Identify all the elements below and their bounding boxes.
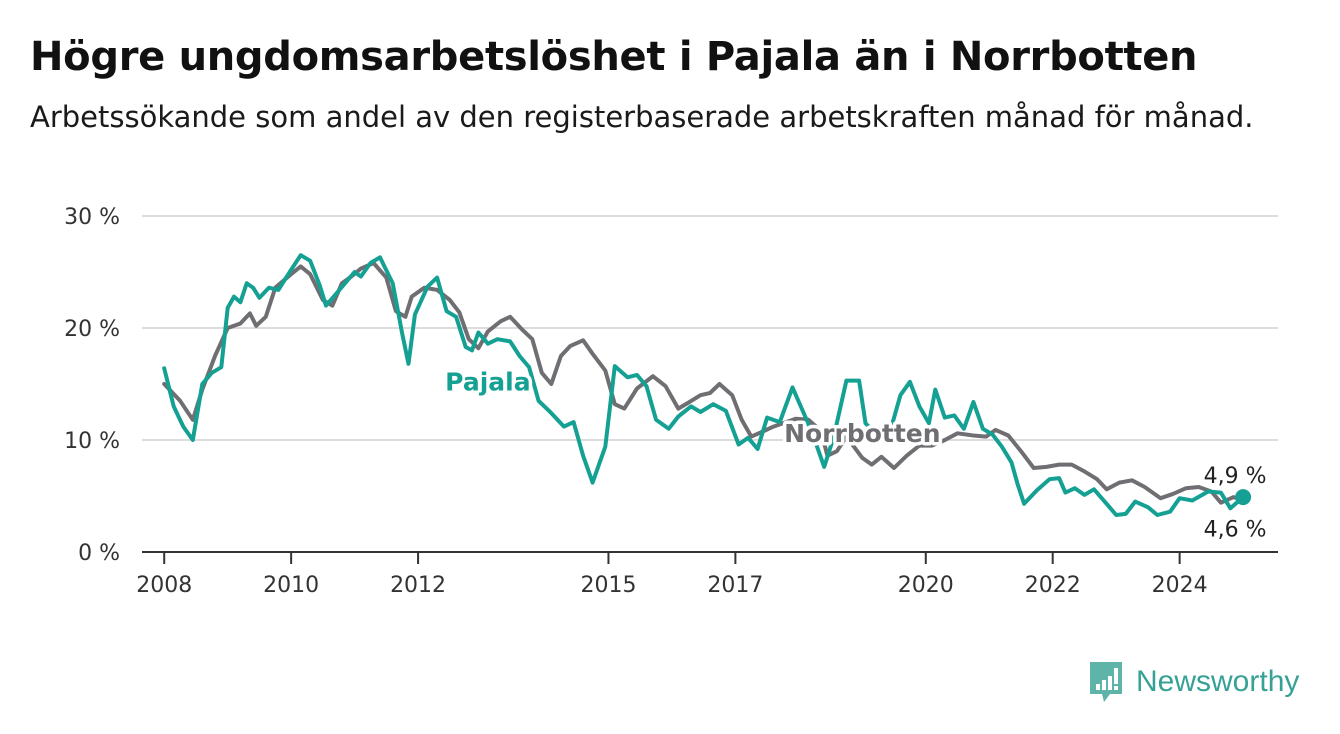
x-tick-label: 2022 bbox=[1025, 573, 1081, 598]
x-tick-label: 2017 bbox=[707, 573, 763, 598]
y-tick-label: 30 % bbox=[64, 205, 120, 230]
series-label-norrbotten: Norrbotten bbox=[784, 419, 940, 448]
end-point-pajala bbox=[1235, 489, 1252, 506]
y-tick-label: 0 % bbox=[78, 541, 120, 566]
y-tick-label: 20 % bbox=[64, 317, 120, 342]
chart-title: Högre ungdomsarbetslöshet i Pajala än i … bbox=[30, 34, 1198, 80]
brand-logo: Newsworthy bbox=[1088, 660, 1299, 704]
end-label-pajala: 4,9 % bbox=[1204, 464, 1267, 489]
series-line-pajala bbox=[162, 253, 1246, 517]
x-tick-label: 2010 bbox=[263, 573, 319, 598]
series-label-pajala: Pajala bbox=[445, 368, 530, 397]
x-tick-label: 2008 bbox=[136, 573, 192, 598]
y-tick-label: 10 % bbox=[64, 429, 120, 454]
x-tick-label: 2020 bbox=[898, 573, 954, 598]
brand-name: Newsworthy bbox=[1136, 665, 1300, 698]
x-tick-label: 2012 bbox=[390, 573, 446, 598]
end-label-norrbotten: 4,6 % bbox=[1204, 517, 1267, 542]
chart-subtitle: Arbetssökande som andel av den registerb… bbox=[30, 100, 1254, 134]
x-tick-label: 2015 bbox=[580, 573, 636, 598]
newsworthy-icon bbox=[1090, 662, 1122, 702]
x-tick-label: 2024 bbox=[1152, 573, 1208, 598]
series-line-norrbotten bbox=[162, 261, 1246, 505]
